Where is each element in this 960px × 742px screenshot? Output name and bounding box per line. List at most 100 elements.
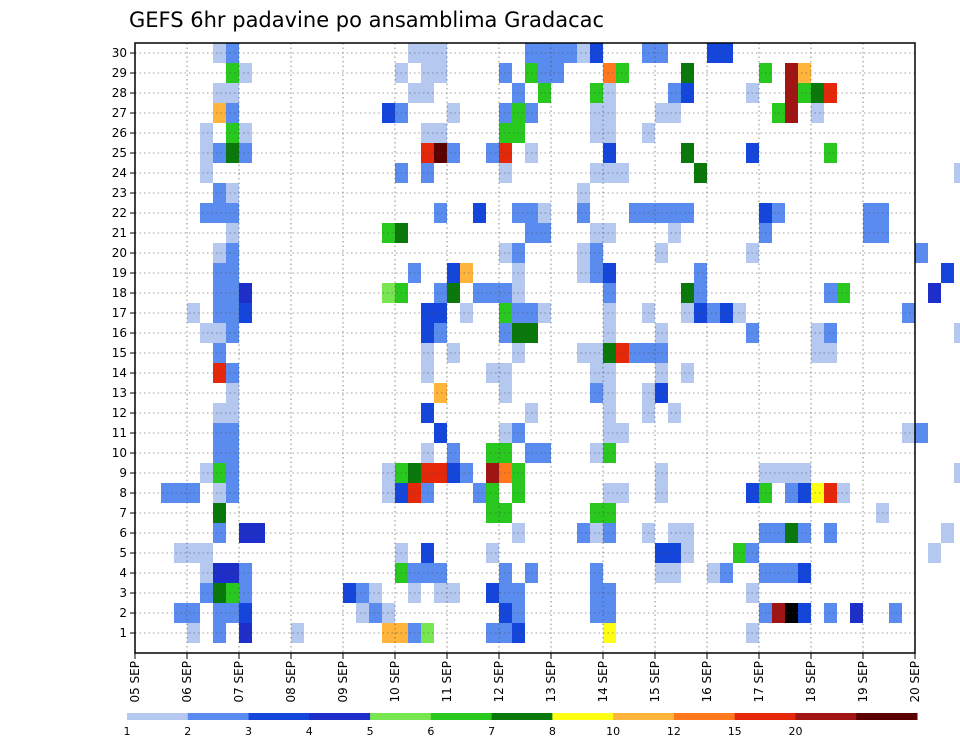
precip-cell — [434, 43, 447, 63]
precip-cell — [356, 603, 369, 623]
precip-cell — [577, 523, 590, 543]
precip-cell — [668, 523, 681, 543]
precip-cell — [668, 203, 681, 223]
colorbar-label: 12 — [667, 725, 681, 738]
precip-cell — [590, 343, 603, 363]
precip-cell — [447, 143, 460, 163]
precip-cell — [902, 303, 915, 323]
precip-cell — [356, 583, 369, 603]
precip-cell — [824, 523, 837, 543]
x-tick-label: 15 SEP — [648, 661, 662, 703]
precip-cell — [577, 183, 590, 203]
precip-cell — [590, 583, 603, 603]
precip-cell — [837, 483, 850, 503]
y-tick-label: 6 — [119, 526, 127, 540]
y-tick-label: 9 — [119, 466, 127, 480]
precip-cell — [226, 603, 239, 623]
precip-cell — [239, 63, 252, 83]
precip-cell — [681, 543, 694, 563]
precip-cell — [590, 243, 603, 263]
x-tick-label: 13 SEP — [544, 661, 558, 703]
y-tick-label: 1 — [119, 626, 127, 640]
precip-cell — [577, 43, 590, 63]
precip-cell — [226, 443, 239, 463]
precip-cell — [239, 303, 252, 323]
precip-cell — [564, 43, 577, 63]
precip-cell — [603, 343, 616, 363]
precip-cell — [486, 463, 499, 483]
precip-cell — [681, 143, 694, 163]
precip-cell — [213, 263, 226, 283]
precip-cell — [200, 583, 213, 603]
y-tick-label: 17 — [112, 306, 127, 320]
precip-cell — [460, 263, 473, 283]
y-tick-label: 16 — [112, 326, 127, 340]
x-tick-label: 05 SEP — [128, 661, 142, 703]
precip-cell — [213, 243, 226, 263]
precip-cell — [213, 183, 226, 203]
precip-cell — [798, 483, 811, 503]
precip-cell — [590, 163, 603, 183]
colorbar-segment — [370, 713, 432, 720]
precip-cell — [226, 43, 239, 63]
precip-cell — [213, 83, 226, 103]
y-tick-label: 23 — [112, 186, 127, 200]
precip-cell — [668, 223, 681, 243]
precip-cell — [213, 203, 226, 223]
colorbar-label: 20 — [788, 725, 802, 738]
colorbar-segment — [187, 713, 250, 720]
precip-cell — [577, 343, 590, 363]
colorbar: 1 2 3 4 5 6 7 8 10 12 15 20 — [124, 713, 918, 738]
x-tick-label: 09 SEP — [336, 661, 350, 703]
precip-cell — [785, 463, 798, 483]
precip-cell — [447, 103, 460, 123]
y-tick-label: 15 — [112, 346, 127, 360]
precip-cell — [434, 423, 447, 443]
precip-cell — [603, 63, 616, 83]
precip-cell — [941, 523, 954, 543]
precip-cell — [213, 623, 226, 643]
precip-cell — [681, 523, 694, 543]
precip-cell — [681, 83, 694, 103]
precip-cell — [226, 303, 239, 323]
colorbar-segment — [673, 713, 736, 720]
precip-cell — [226, 563, 239, 583]
precip-cell — [603, 163, 616, 183]
precip-cell — [226, 483, 239, 503]
precip-cell — [226, 223, 239, 243]
precip-cell — [200, 543, 213, 563]
precip-cell — [694, 163, 707, 183]
y-axis-ticks: 1234567891011121314151617181920212223242… — [112, 46, 135, 640]
precip-cell — [707, 43, 720, 63]
colorbar-label: 10 — [606, 725, 620, 738]
precip-cell — [603, 503, 616, 523]
precip-cell — [603, 143, 616, 163]
precip-cell — [577, 243, 590, 263]
precip-cell — [434, 303, 447, 323]
precip-cell — [954, 463, 960, 483]
precip-cell — [460, 303, 473, 323]
precip-cell — [447, 443, 460, 463]
precip-cell — [603, 483, 616, 503]
colorbar-segment — [430, 713, 493, 720]
precip-cell — [486, 283, 499, 303]
precip-cell — [239, 583, 252, 603]
precip-cell — [213, 343, 226, 363]
precip-cell — [590, 103, 603, 123]
precip-cell — [785, 603, 798, 623]
precip-cell — [603, 83, 616, 103]
precip-cell — [239, 123, 252, 143]
precip-cell — [720, 563, 733, 583]
x-tick-label: 14 SEP — [596, 661, 610, 703]
precip-cell — [798, 463, 811, 483]
precip-cell — [551, 43, 564, 63]
precip-cell — [226, 363, 239, 383]
precip-cell — [668, 103, 681, 123]
precip-cell — [603, 443, 616, 463]
precip-cell — [486, 623, 499, 643]
precip-cell — [447, 463, 460, 483]
precip-cell — [226, 183, 239, 203]
precip-cell — [226, 323, 239, 343]
precip-cell — [239, 283, 252, 303]
